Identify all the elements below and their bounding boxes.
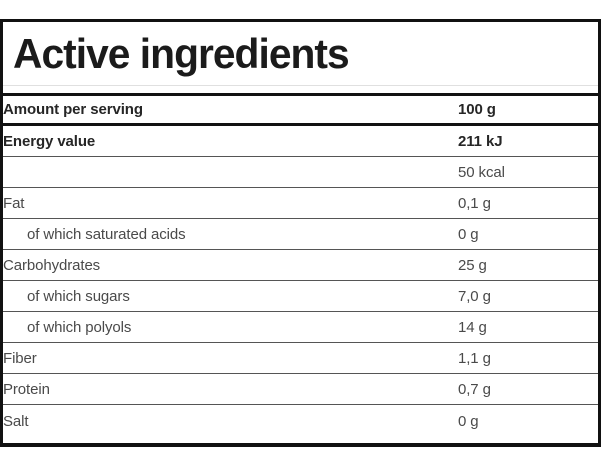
row-value: 14 g	[458, 311, 598, 343]
row-label: Protein	[3, 373, 458, 405]
table-body: Energy value 211 kJ 50 kcal Fat 0,1 g of whic…	[3, 124, 598, 438]
table-row: of which sugars 7,0 g	[3, 280, 598, 312]
panel-title: Active ingredients	[13, 30, 350, 77]
row-value: 211 kJ	[458, 124, 598, 157]
row-label: of which saturated acids	[3, 218, 458, 250]
row-value: 7,0 g	[458, 280, 598, 312]
nutrition-table: Amount per serving 100 g Energy value 211…	[3, 93, 598, 437]
row-value: 0 g	[458, 218, 598, 250]
table-row: Energy value 211 kJ	[3, 124, 598, 157]
header-serving-size-value: 100 g	[458, 94, 598, 126]
table-row: Fiber 1,1 g	[3, 342, 598, 374]
table-row: Fat 0,1 g	[3, 187, 598, 219]
row-label: Fiber	[3, 342, 458, 374]
row-label: Carbohydrates	[3, 249, 458, 281]
table-row: Carbohydrates 25 g	[3, 249, 598, 281]
row-label: Fat	[3, 187, 458, 219]
row-value: 1,1 g	[458, 342, 598, 374]
header-amount-per-serving-label: Amount per serving	[3, 94, 458, 126]
table-row: of which saturated acids 0 g	[3, 218, 598, 250]
table-row: Protein 0,7 g	[3, 373, 598, 405]
row-label: of which polyols	[3, 311, 458, 343]
nutrition-facts-panel: Active ingredients Amount per serving 10…	[0, 19, 601, 447]
row-label	[3, 156, 458, 188]
table-row: Salt 0 g	[3, 405, 598, 438]
row-label: Salt	[3, 412, 29, 430]
row-value: 0,1 g	[458, 187, 598, 219]
row-value: 0 g	[458, 412, 479, 430]
row-value: 50 kcal	[458, 156, 598, 188]
row-value: 25 g	[458, 249, 598, 281]
row-value: 0,7 g	[458, 373, 598, 405]
row-label: of which sugars	[3, 280, 458, 312]
row-label: Energy value	[3, 124, 458, 157]
table-row: of which polyols 14 g	[3, 311, 598, 343]
table-header-row: Amount per serving 100 g	[3, 94, 598, 126]
table-row: 50 kcal	[3, 156, 598, 188]
panel-title-section: Active ingredients	[3, 22, 598, 86]
